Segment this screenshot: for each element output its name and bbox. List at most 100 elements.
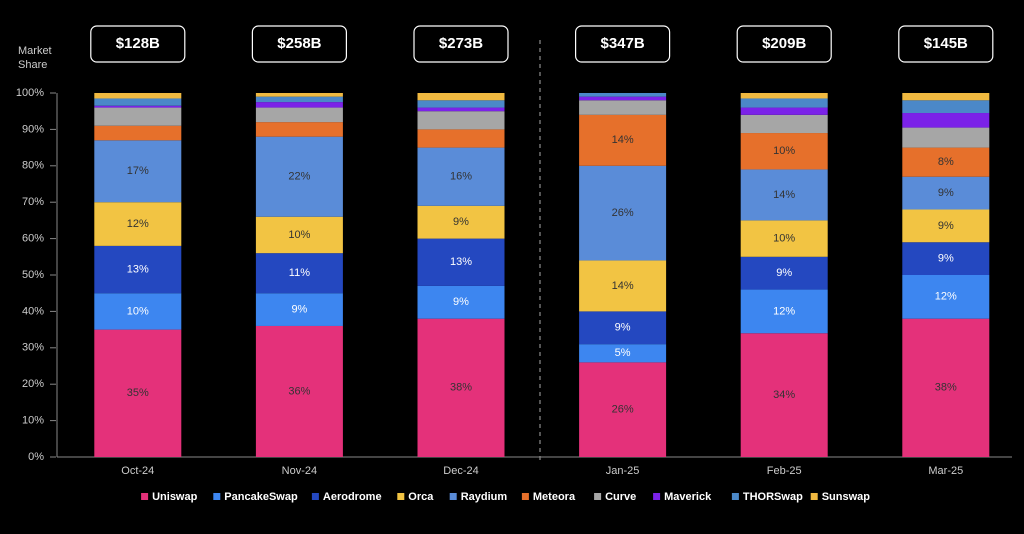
bar-segment xyxy=(902,318,990,457)
bar-segment xyxy=(255,216,343,254)
value-label: 38% xyxy=(935,382,957,394)
bar-segment xyxy=(579,362,667,457)
y-tick-label: 40% xyxy=(22,305,44,317)
y-axis-label: Market xyxy=(18,45,52,57)
bar-segment xyxy=(740,114,828,134)
bar-segment xyxy=(740,98,828,108)
value-label: 36% xyxy=(288,385,310,397)
bar-segment xyxy=(579,344,667,363)
y-tick-label: 30% xyxy=(22,342,44,354)
legend-label: Uniswap xyxy=(152,491,198,503)
y-tick-label: 70% xyxy=(22,196,44,208)
bar-segment xyxy=(579,100,667,115)
value-label: 10% xyxy=(288,229,310,241)
value-label: 14% xyxy=(612,280,634,292)
bar-segment xyxy=(94,245,182,294)
legend-swatch xyxy=(594,493,602,500)
bar-total: $258B xyxy=(277,35,321,52)
bar-segment xyxy=(94,140,182,203)
y-tick-label: 80% xyxy=(22,160,44,172)
total-box xyxy=(898,25,994,63)
bar-segment xyxy=(94,107,182,126)
bar-segment xyxy=(902,100,990,114)
value-label: 9% xyxy=(615,322,631,334)
bar-segment xyxy=(255,325,343,457)
bar-segment xyxy=(94,93,182,99)
legend-label: Orca xyxy=(408,491,434,503)
bar-total: $145B xyxy=(924,35,968,52)
legend-label: Curve xyxy=(605,491,636,503)
x-tick-label: Feb-25 xyxy=(767,465,802,477)
bar-segment xyxy=(94,98,182,106)
y-axis-label: Share xyxy=(18,59,47,71)
value-label: 11% xyxy=(289,267,310,279)
x-tick-label: Dec-24 xyxy=(443,465,478,477)
value-label: 16% xyxy=(450,171,472,183)
total-box xyxy=(251,25,347,63)
total-box xyxy=(90,25,186,63)
value-label: 9% xyxy=(776,267,792,279)
y-tick-label: 50% xyxy=(22,269,44,281)
value-label: 26% xyxy=(612,404,634,416)
total-box xyxy=(574,25,671,63)
y-tick-label: 20% xyxy=(22,378,44,390)
legend-swatch xyxy=(810,493,818,500)
bar-segment xyxy=(740,256,828,290)
y-tick-label: 90% xyxy=(22,123,44,135)
value-label: 22% xyxy=(288,171,310,183)
value-label: 5% xyxy=(615,347,631,359)
total-box xyxy=(736,25,832,63)
bar-segment xyxy=(94,293,182,330)
bar-segment xyxy=(579,165,667,261)
value-label: 14% xyxy=(773,189,795,201)
bar-segment xyxy=(417,107,505,112)
value-label: 9% xyxy=(453,296,469,308)
bar-segment xyxy=(417,205,505,239)
bar-segment xyxy=(902,127,990,148)
legend-label: Sunswap xyxy=(822,491,871,503)
bar-segment xyxy=(255,96,343,103)
value-label: 38% xyxy=(450,382,472,394)
y-tick-label: 0% xyxy=(28,451,44,463)
value-label: 9% xyxy=(938,253,954,265)
value-label: 12% xyxy=(773,305,795,317)
bar-total: $347B xyxy=(600,35,644,52)
legend-label: THORSwap xyxy=(743,491,803,503)
bar-segment xyxy=(417,147,505,206)
value-label: 13% xyxy=(127,263,149,275)
legend-label: PancakeSwap xyxy=(224,491,298,503)
bar-segment xyxy=(255,253,343,294)
bar-segment xyxy=(255,102,343,108)
bar-segment xyxy=(417,129,505,148)
value-label: 9% xyxy=(291,303,307,315)
value-label: 9% xyxy=(938,220,954,232)
value-label: 17% xyxy=(127,165,149,177)
legend-swatch xyxy=(141,493,149,500)
bar-segment xyxy=(579,260,667,312)
value-label: 8% xyxy=(938,156,954,168)
bar-segment xyxy=(740,133,828,170)
bar-segment xyxy=(417,100,505,108)
legend-swatch xyxy=(521,493,529,500)
bar-segment xyxy=(740,93,828,99)
value-label: 13% xyxy=(450,256,472,268)
legend-swatch xyxy=(311,493,319,500)
bar-segment xyxy=(94,125,182,141)
legend-swatch xyxy=(653,493,661,500)
value-label: 12% xyxy=(935,291,957,303)
value-label: 35% xyxy=(127,387,149,399)
bar-segment xyxy=(740,333,828,457)
bar-total: $209B xyxy=(762,35,806,52)
legend-swatch xyxy=(731,493,739,500)
bar-segment xyxy=(740,107,828,115)
bar-total: $273B xyxy=(439,35,483,52)
bar-segment xyxy=(579,93,667,97)
bar-segment xyxy=(740,220,828,257)
value-label: 10% xyxy=(127,305,149,317)
bar-segment xyxy=(902,176,990,210)
bar-segment xyxy=(579,114,667,166)
bar-segment xyxy=(902,275,990,319)
bar-segment xyxy=(94,105,182,108)
bar-segment xyxy=(255,93,343,97)
bar-segment xyxy=(902,209,990,243)
